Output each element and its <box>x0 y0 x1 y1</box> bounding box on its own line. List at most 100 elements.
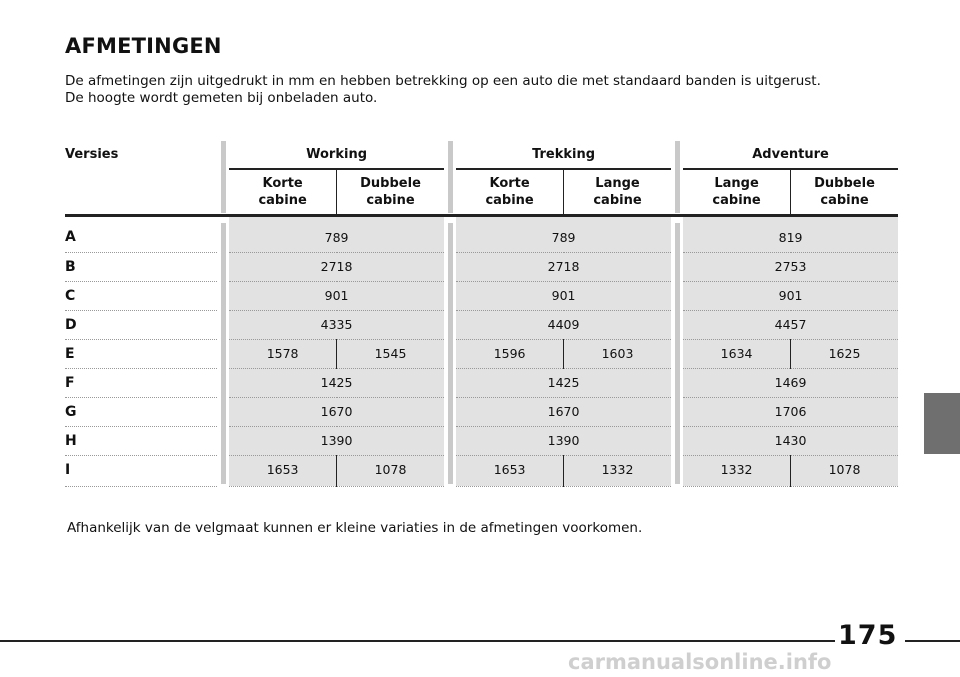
value-cell-trekking: 1390 <box>456 426 671 456</box>
row-label: E <box>65 339 217 369</box>
value-cell-working: 1670 <box>229 397 444 427</box>
group-header-trekking: Trekking <box>532 146 596 162</box>
column-separator <box>443 215 457 252</box>
page-title: AFMETINGEN <box>65 34 222 58</box>
table-row: H 1390 1390 1430 <box>65 426 898 456</box>
intro-line-2: De hoogte wordt gemeten bij onbeladen au… <box>65 90 378 106</box>
column-separator <box>670 252 684 281</box>
value-cell-trekking: 2718 <box>456 252 671 282</box>
column-separator <box>443 455 457 486</box>
subheader-adventure-dubbele: Dubbele cabine <box>790 168 898 216</box>
value-cell-working: 4335 <box>229 310 444 340</box>
group-header-working: Working <box>306 146 368 162</box>
column-separator <box>443 252 457 281</box>
value-cell-working: 1425 <box>229 368 444 398</box>
value-cell-adventure: 1430 <box>683 426 898 456</box>
column-separator <box>443 368 457 397</box>
column-separator <box>443 426 457 455</box>
value-cell-adventure: 2753 <box>683 252 898 282</box>
column-separator <box>443 339 457 368</box>
column-separator <box>443 281 457 310</box>
row-label: I <box>65 455 217 487</box>
value-cell-adventure: 4457 <box>683 310 898 340</box>
column-separator <box>670 368 684 397</box>
column-separator <box>217 281 230 310</box>
column-separator <box>670 426 684 455</box>
column-separator <box>217 310 230 339</box>
table-row: A 789 789 819 <box>65 215 898 253</box>
value-cell-working-2: 1078 <box>336 455 444 487</box>
value-cell-adventure-2: 1625 <box>790 339 898 369</box>
column-separator <box>217 368 230 397</box>
subheader-trekking-korte: Korte cabine <box>456 168 565 216</box>
column-separator <box>670 310 684 339</box>
subheader-working-korte: Korte cabine <box>229 168 338 216</box>
value-cell-trekking: 789 <box>456 215 671 253</box>
column-separator <box>217 215 230 252</box>
value-cell-trekking-1: 1596 <box>456 339 565 369</box>
value-cell-trekking: 4409 <box>456 310 671 340</box>
subheader-trekking-lange: Lange cabine <box>563 168 671 216</box>
footnote: Afhankelijk van de velgmaat kunnen er kl… <box>67 520 643 536</box>
row-label: D <box>65 310 217 340</box>
table-row: B 2718 2718 2753 <box>65 252 898 282</box>
column-separator <box>217 455 230 486</box>
value-cell-adventure: 1469 <box>683 368 898 398</box>
value-cell-adventure-1: 1332 <box>683 455 792 487</box>
value-cell-working-1: 1653 <box>229 455 338 487</box>
table-row: F 1425 1425 1469 <box>65 368 898 398</box>
value-cell-working-2: 1545 <box>336 339 444 369</box>
value-cell-trekking-1: 1653 <box>456 455 565 487</box>
column-separator <box>670 339 684 368</box>
page-number: 175 <box>838 620 898 651</box>
column-separator <box>217 339 230 368</box>
row-label: C <box>65 281 217 311</box>
value-cell-trekking: 1425 <box>456 368 671 398</box>
value-cell-adventure: 819 <box>683 215 898 253</box>
value-cell-working-1: 1578 <box>229 339 338 369</box>
column-separator <box>443 397 457 426</box>
value-cell-working: 2718 <box>229 252 444 282</box>
row-label: H <box>65 426 217 456</box>
value-cell-trekking: 901 <box>456 281 671 311</box>
value-cell-adventure-2: 1078 <box>790 455 898 487</box>
dimensions-table: Versies Working Trekking Adventure Korte… <box>65 140 898 487</box>
column-separator <box>670 455 684 486</box>
value-cell-trekking: 1670 <box>456 397 671 427</box>
table-row: I 1653 1078 1653 1332 1332 1078 <box>65 455 898 487</box>
side-tab-marker <box>924 393 960 454</box>
dimensions-table-body: A 789 789 819 B 2718 2718 2753 C 901 901 901 D 4335 44… <box>65 215 898 487</box>
value-cell-working: 1390 <box>229 426 444 456</box>
row-label: B <box>65 252 217 282</box>
value-cell-working: 789 <box>229 215 444 253</box>
watermark-text: carmanualsonline.info <box>568 650 832 674</box>
intro-text: De afmetingen zijn uitgedrukt in mm en h… <box>65 73 821 107</box>
row-label: G <box>65 397 217 427</box>
value-cell-adventure: 901 <box>683 281 898 311</box>
subheader-adventure-lange: Lange cabine <box>683 168 792 216</box>
column-separator <box>670 215 684 252</box>
column-separator <box>443 310 457 339</box>
page-number-box <box>835 624 905 654</box>
row-label: A <box>65 215 217 253</box>
value-cell-working: 901 <box>229 281 444 311</box>
value-cell-adventure: 1706 <box>683 397 898 427</box>
column-separator <box>670 397 684 426</box>
table-row: E 1578 1545 1596 1603 1634 1625 <box>65 339 898 369</box>
group-header-adventure: Adventure <box>752 146 829 162</box>
column-separator <box>217 252 230 281</box>
column-separator <box>217 426 230 455</box>
value-cell-trekking-2: 1603 <box>563 339 671 369</box>
versies-header-spacer <box>65 169 217 216</box>
value-cell-adventure-1: 1634 <box>683 339 792 369</box>
versies-header: Versies <box>65 147 119 162</box>
column-separator <box>217 397 230 426</box>
table-row: C 901 901 901 <box>65 281 898 311</box>
row-label: F <box>65 368 217 398</box>
column-separator <box>670 281 684 310</box>
table-row: G 1670 1670 1706 <box>65 397 898 427</box>
subheader-working-dubbele: Dubbele cabine <box>336 168 444 216</box>
table-row: D 4335 4409 4457 <box>65 310 898 340</box>
footer-rule <box>0 640 960 642</box>
value-cell-trekking-2: 1332 <box>563 455 671 487</box>
